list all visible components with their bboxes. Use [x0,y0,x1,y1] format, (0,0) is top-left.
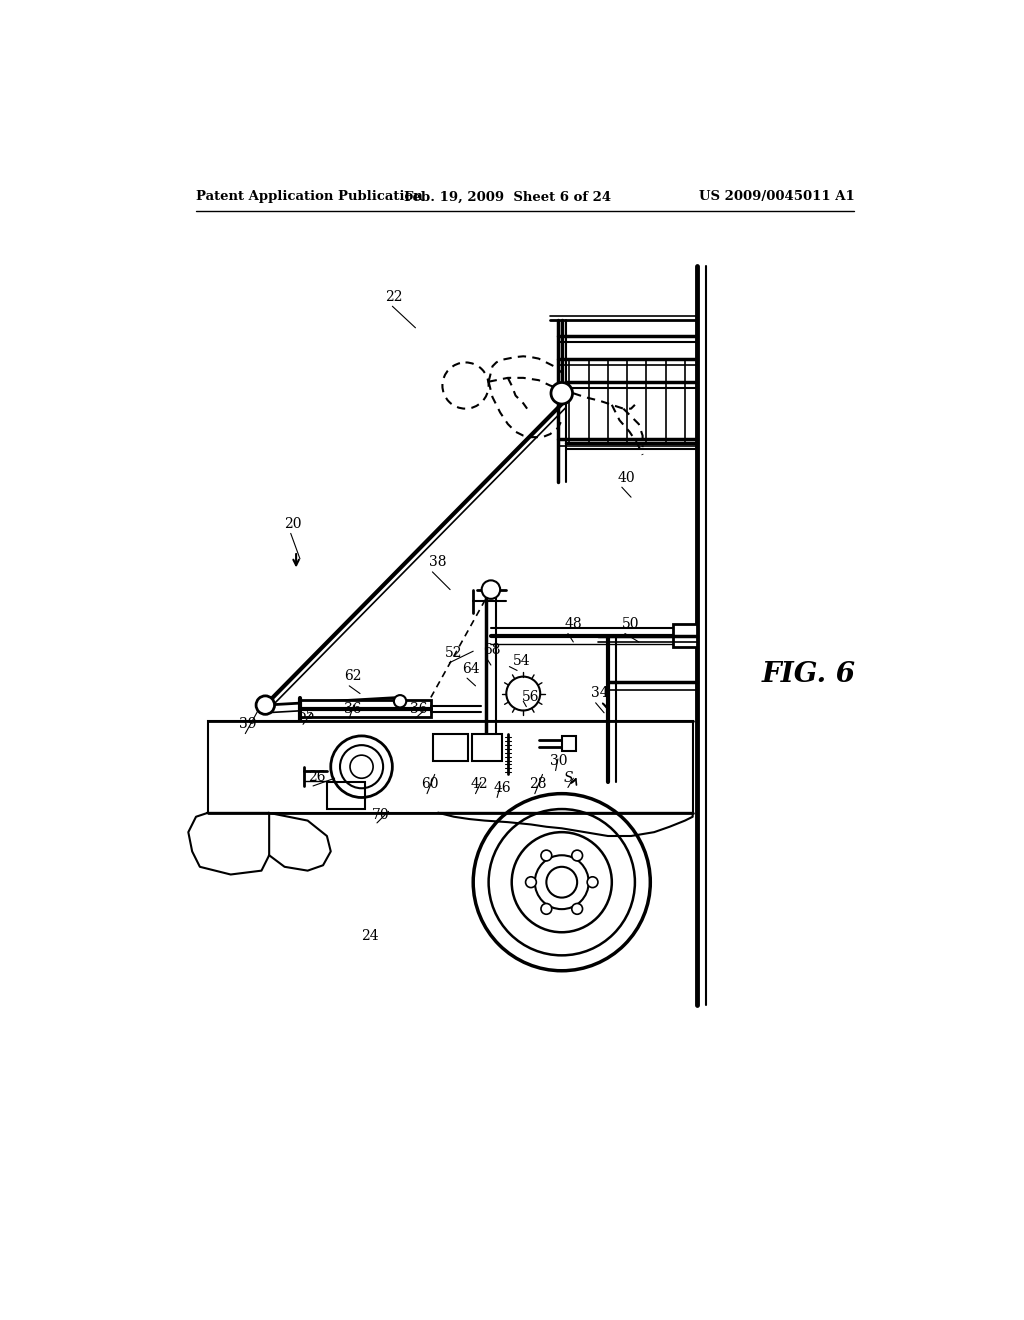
Text: 56: 56 [521,690,540,705]
Text: US 2009/0045011 A1: US 2009/0045011 A1 [698,190,854,203]
Text: 42: 42 [470,777,487,791]
Text: 62: 62 [345,669,362,684]
Text: 54: 54 [512,653,530,668]
Text: 70: 70 [372,808,389,822]
Text: 22: 22 [385,290,402,304]
Bar [433,734,468,762]
Text: 48: 48 [564,618,582,631]
Circle shape [525,876,537,887]
Text: 38: 38 [429,556,446,569]
Text: 20: 20 [285,517,302,531]
Circle shape [541,850,552,861]
Text: 34: 34 [591,686,608,701]
Text: 60: 60 [422,777,439,791]
Text: 28: 28 [529,777,547,791]
Circle shape [571,903,583,915]
Text: FIG. 6: FIG. 6 [762,661,856,688]
Text: Feb. 19, 2009  Sheet 6 of 24: Feb. 19, 2009 Sheet 6 of 24 [404,190,611,203]
Text: 36: 36 [344,702,361,715]
Bar [300,701,431,718]
Circle shape [256,696,274,714]
Circle shape [587,876,598,887]
Polygon shape [438,813,692,836]
Text: 39: 39 [240,717,257,731]
Circle shape [394,696,407,708]
Circle shape [571,850,583,861]
Circle shape [541,903,552,915]
Bar [674,624,696,647]
Text: 24: 24 [361,929,379,942]
Text: 40: 40 [617,471,636,484]
Polygon shape [188,813,269,874]
Circle shape [481,581,500,599]
Text: 64: 64 [462,661,479,676]
Text: 52: 52 [444,647,462,660]
Text: 30: 30 [550,754,567,768]
Bar [562,737,575,751]
Text: 36: 36 [410,702,428,715]
Bar [327,781,366,809]
Text: 68: 68 [483,643,501,656]
Text: 26: 26 [307,770,326,784]
Text: 46: 46 [494,781,511,795]
Text: 50: 50 [622,618,639,631]
Polygon shape [269,813,331,871]
Bar [208,721,692,813]
Text: Patent Application Publication: Patent Application Publication [196,190,423,203]
Text: S: S [564,771,573,785]
Text: 55: 55 [298,708,315,722]
Circle shape [547,867,578,898]
Bar [472,734,503,762]
Circle shape [551,383,572,404]
